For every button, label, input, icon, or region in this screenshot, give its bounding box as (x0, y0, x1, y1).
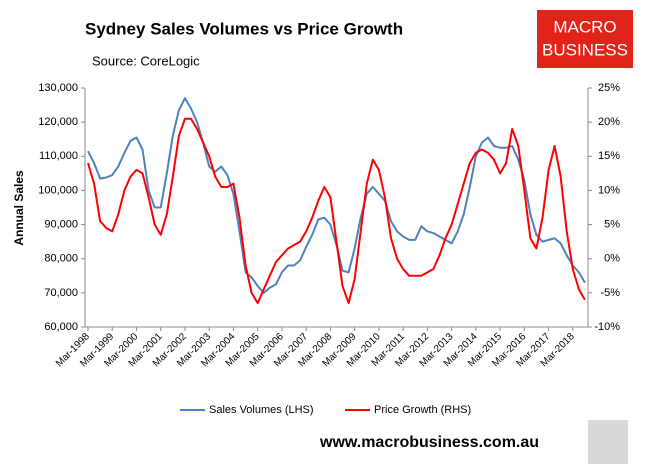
y2-tick-label: 25% (598, 82, 620, 94)
y-tick-label: 120,000 (38, 116, 78, 128)
chart-subtitle: Source: CoreLogic (92, 53, 200, 68)
y-tick-label: 130,000 (38, 82, 78, 94)
y-tick-label: 70,000 (44, 287, 78, 299)
wolf-icon (588, 420, 628, 464)
y2-tick-label: 10% (598, 184, 620, 196)
series-line (87, 97, 586, 294)
y2-tick-label: -10% (594, 321, 620, 333)
y2-tick-label: -5% (600, 287, 620, 299)
y-tick-label: 80,000 (44, 253, 78, 265)
y-tick-label: 100,000 (38, 184, 78, 196)
y-tick-label: 60,000 (44, 321, 78, 333)
y-tick-label: 90,000 (44, 218, 78, 230)
y2-tick-label: 0% (604, 253, 620, 265)
legend-label: Sales Volumes (LHS) (209, 404, 314, 416)
y2-tick-label: 15% (598, 150, 620, 162)
y2-tick-label: 5% (604, 218, 620, 230)
y-axis-label: Annual Sales (12, 170, 26, 246)
y-tick-label: 110,000 (39, 150, 78, 162)
y2-tick-label: 20% (598, 116, 620, 128)
logo-text: BUSINESS (542, 40, 628, 59)
series-line (87, 117, 586, 305)
logo-text: MACRO (553, 17, 616, 36)
legend-label: Price Growth (RHS) (374, 404, 471, 416)
footer-url: www.macrobusiness.com.au (319, 434, 539, 451)
chart-title: Sydney Sales Volumes vs Price Growth (85, 19, 403, 38)
logo-box (537, 10, 633, 68)
